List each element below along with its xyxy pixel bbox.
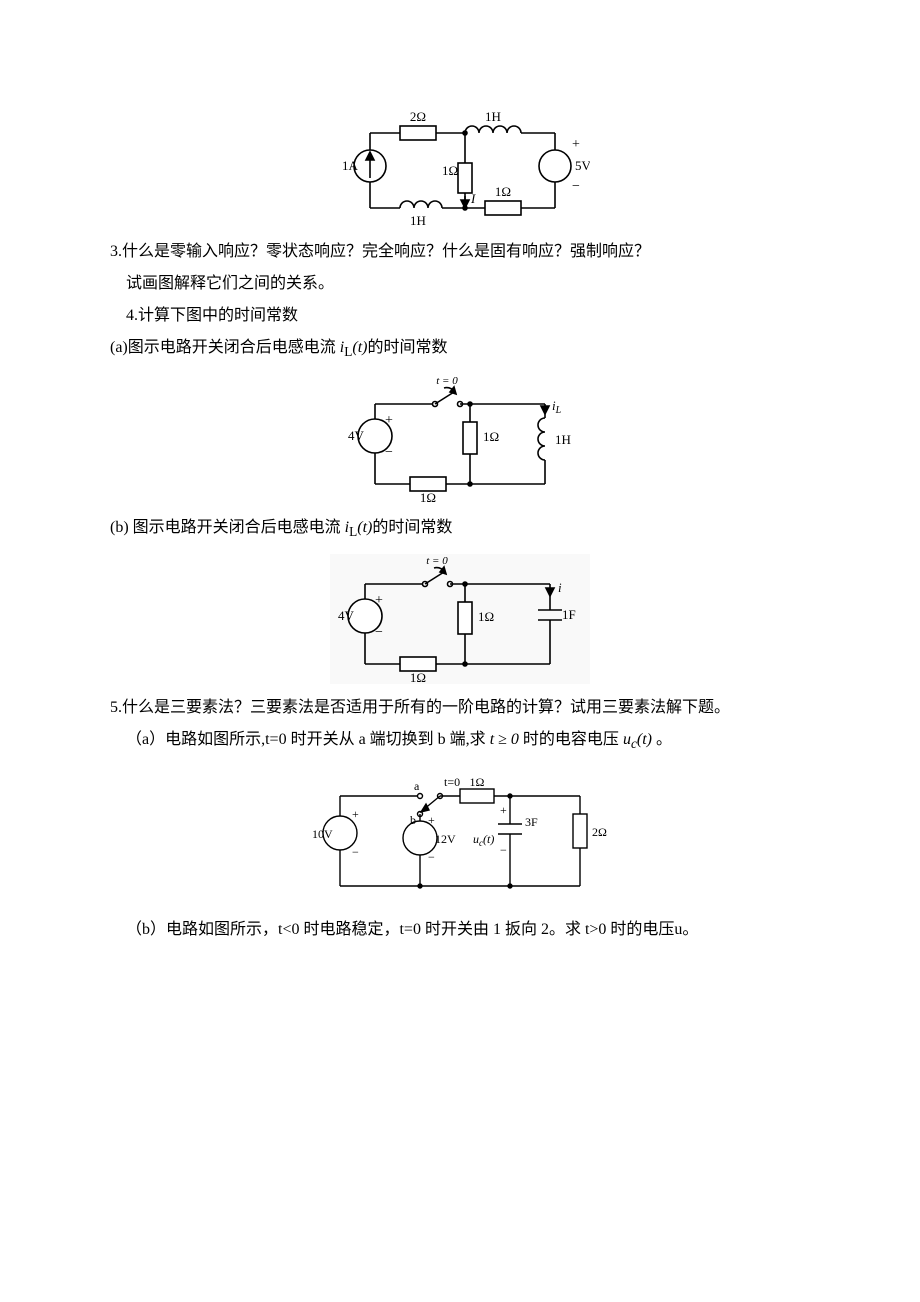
circuit-figure-1: 2Ω 1H 1A 1Ω 5V + − 1H I 1Ω [110, 108, 810, 228]
svg-text:+: + [428, 813, 435, 827]
svg-text:12V: 12V [435, 832, 456, 846]
svg-text:4V: 4V [348, 428, 365, 443]
q4b-iL-t: (t) [357, 519, 372, 536]
q5-text: 5.什么是三要素法？三要素法是否适用于所有的一阶电路的计算？试用三要素法解下题。 [110, 699, 730, 716]
q4a-prefix: (a)图示电路开关闭合后电感电流 [110, 339, 340, 356]
svg-text:+: + [352, 807, 359, 821]
svg-text:1Ω: 1Ω [478, 609, 494, 624]
q5a-uc: u [623, 731, 631, 748]
q4a-suffix: 的时间常数 [367, 339, 447, 356]
q5a-t: t ≥ 0 [490, 731, 519, 748]
q5b-text: （b）电路如图所示，t<0 时电路稳定，t=0 时开关由 1 扳向 2。求 t>… [126, 921, 698, 938]
question-5a: （a）电路如图所示,t=0 时开关从 a 端切换到 b 端,求 t ≥ 0 时的… [110, 724, 810, 758]
svg-text:3F: 3F [525, 815, 538, 829]
question-4a: (a)图示电路开关闭合后电感电流 iL(t)的时间常数 [110, 332, 810, 366]
svg-text:t = 0: t = 0 [426, 555, 448, 567]
q4b-prefix: (b) 图示电路开关闭合后电感电流 [110, 519, 345, 536]
question-4: 4.计算下图中的时间常数 [110, 300, 810, 332]
svg-text:+: + [375, 593, 383, 608]
q4a-iL-t: (t) [352, 339, 367, 356]
q5a-uc-t: (t) [637, 731, 652, 748]
question-4b: (b) 图示电路开关闭合后电感电流 iL(t)的时间常数 [110, 512, 810, 546]
svg-text:−: − [572, 179, 580, 194]
svg-text:4V: 4V [338, 608, 355, 623]
circuit-figure-3: t = 0 4V + − 1Ω i 1F 1Ω [110, 554, 810, 684]
svg-text:1H: 1H [485, 109, 501, 124]
svg-text:−: − [375, 625, 383, 640]
svg-text:t = 0: t = 0 [436, 375, 458, 387]
svg-text:−: − [428, 850, 435, 864]
q3-text: 3.什么是零输入响应？零状态响应？完全响应？什么是固有响应？强制响应？ [110, 243, 650, 260]
svg-text:+: + [572, 137, 580, 152]
question-3: 3.什么是零输入响应？零状态响应？完全响应？什么是固有响应？强制响应？ [110, 236, 810, 268]
svg-text:+: + [500, 803, 507, 817]
svg-text:1Ω: 1Ω [410, 670, 426, 684]
svg-text:+: + [385, 413, 393, 428]
svg-text:1Ω: 1Ω [495, 184, 511, 199]
svg-text:1Ω: 1Ω [442, 163, 458, 178]
svg-text:1H: 1H [410, 213, 426, 228]
circuit-figure-2: t = 0 4V + − 1Ω iL 1H 1Ω [110, 374, 810, 504]
svg-text:a: a [414, 779, 420, 793]
svg-text:t=0: t=0 [444, 775, 460, 789]
svg-text:1Ω: 1Ω [420, 490, 436, 504]
question-3b: 试画图解释它们之间的关系。 [110, 268, 810, 300]
q4b-suffix: 的时间常数 [372, 519, 452, 536]
question-5: 5.什么是三要素法？三要素法是否适用于所有的一阶电路的计算？试用三要素法解下题。 [110, 692, 810, 724]
q5a-suffix: 。 [652, 731, 672, 748]
svg-text:I: I [470, 191, 476, 206]
svg-text:2Ω: 2Ω [410, 109, 426, 124]
svg-text:5V: 5V [575, 158, 590, 173]
svg-text:−: − [385, 445, 393, 460]
svg-text:1A: 1A [342, 158, 359, 173]
svg-text:1H: 1H [555, 432, 571, 447]
q5a-mid: 时的电容电压 [519, 731, 623, 748]
svg-text:10V: 10V [312, 827, 333, 841]
svg-text:−: − [352, 845, 359, 859]
svg-text:i: i [558, 580, 562, 595]
circuit-figure-4: a b t=0 1Ω 10V + − 12V + − uc(t) + − 3F … [110, 766, 810, 906]
svg-text:b: b [410, 813, 416, 827]
svg-text:2Ω: 2Ω [592, 825, 607, 839]
q3b-text: 试画图解释它们之间的关系。 [126, 275, 334, 292]
svg-text:uc(t): uc(t) [473, 832, 494, 848]
q4-text: 4.计算下图中的时间常数 [126, 307, 298, 324]
svg-text:1F: 1F [562, 607, 576, 622]
svg-text:−: − [500, 843, 507, 857]
svg-text:iL: iL [552, 398, 562, 416]
svg-text:1Ω: 1Ω [483, 429, 499, 444]
svg-text:1Ω: 1Ω [470, 775, 485, 789]
question-5b: （b）电路如图所示，t<0 时电路稳定，t=0 时开关由 1 扳向 2。求 t>… [110, 914, 810, 946]
q5a-prefix: （a）电路如图所示,t=0 时开关从 a 端切换到 b 端,求 [126, 731, 490, 748]
